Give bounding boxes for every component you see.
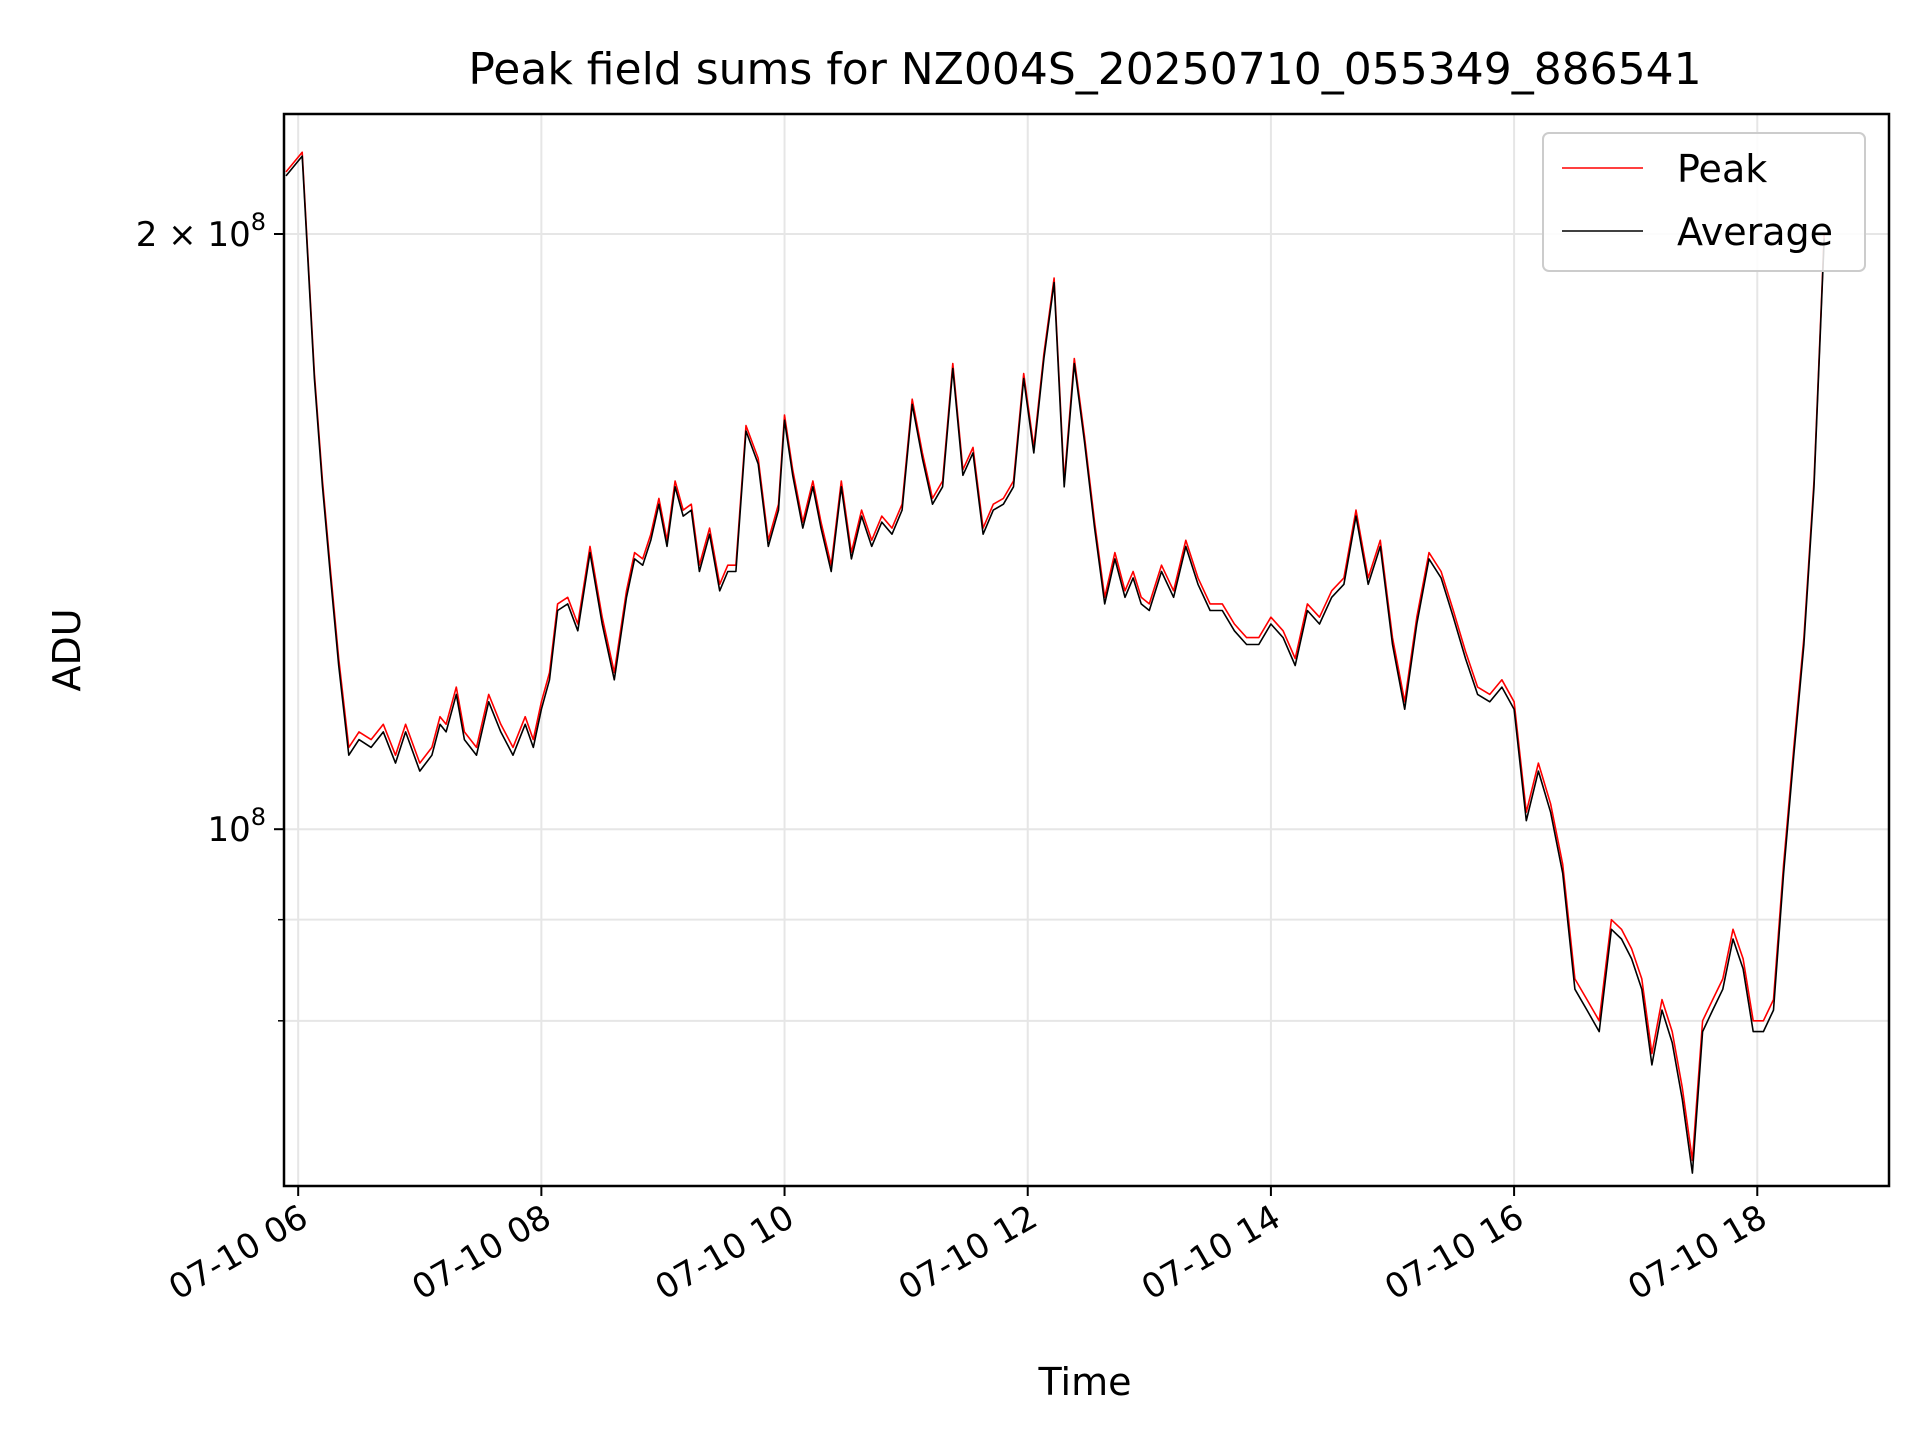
y-tick-label: 2 × 108 [136,208,266,255]
plot-frame [282,112,1891,1188]
legend-label-peak: Peak [1677,147,1767,191]
y-axis-ticks: 108 2 × 108 [136,208,284,1022]
series-line-average [285,155,1825,1174]
legend: Peak Average [1542,132,1866,272]
chart-title: Peak field sums for NZ004S_20250710_0553… [468,44,1701,95]
y-axis-label: ADU [45,608,89,691]
plot-series [285,151,1825,1174]
x-axis-label: Time [1038,1360,1132,1404]
y-tick-label: 108 [207,803,266,850]
grid [284,114,1889,1186]
legend-label-average: Average [1677,210,1833,254]
